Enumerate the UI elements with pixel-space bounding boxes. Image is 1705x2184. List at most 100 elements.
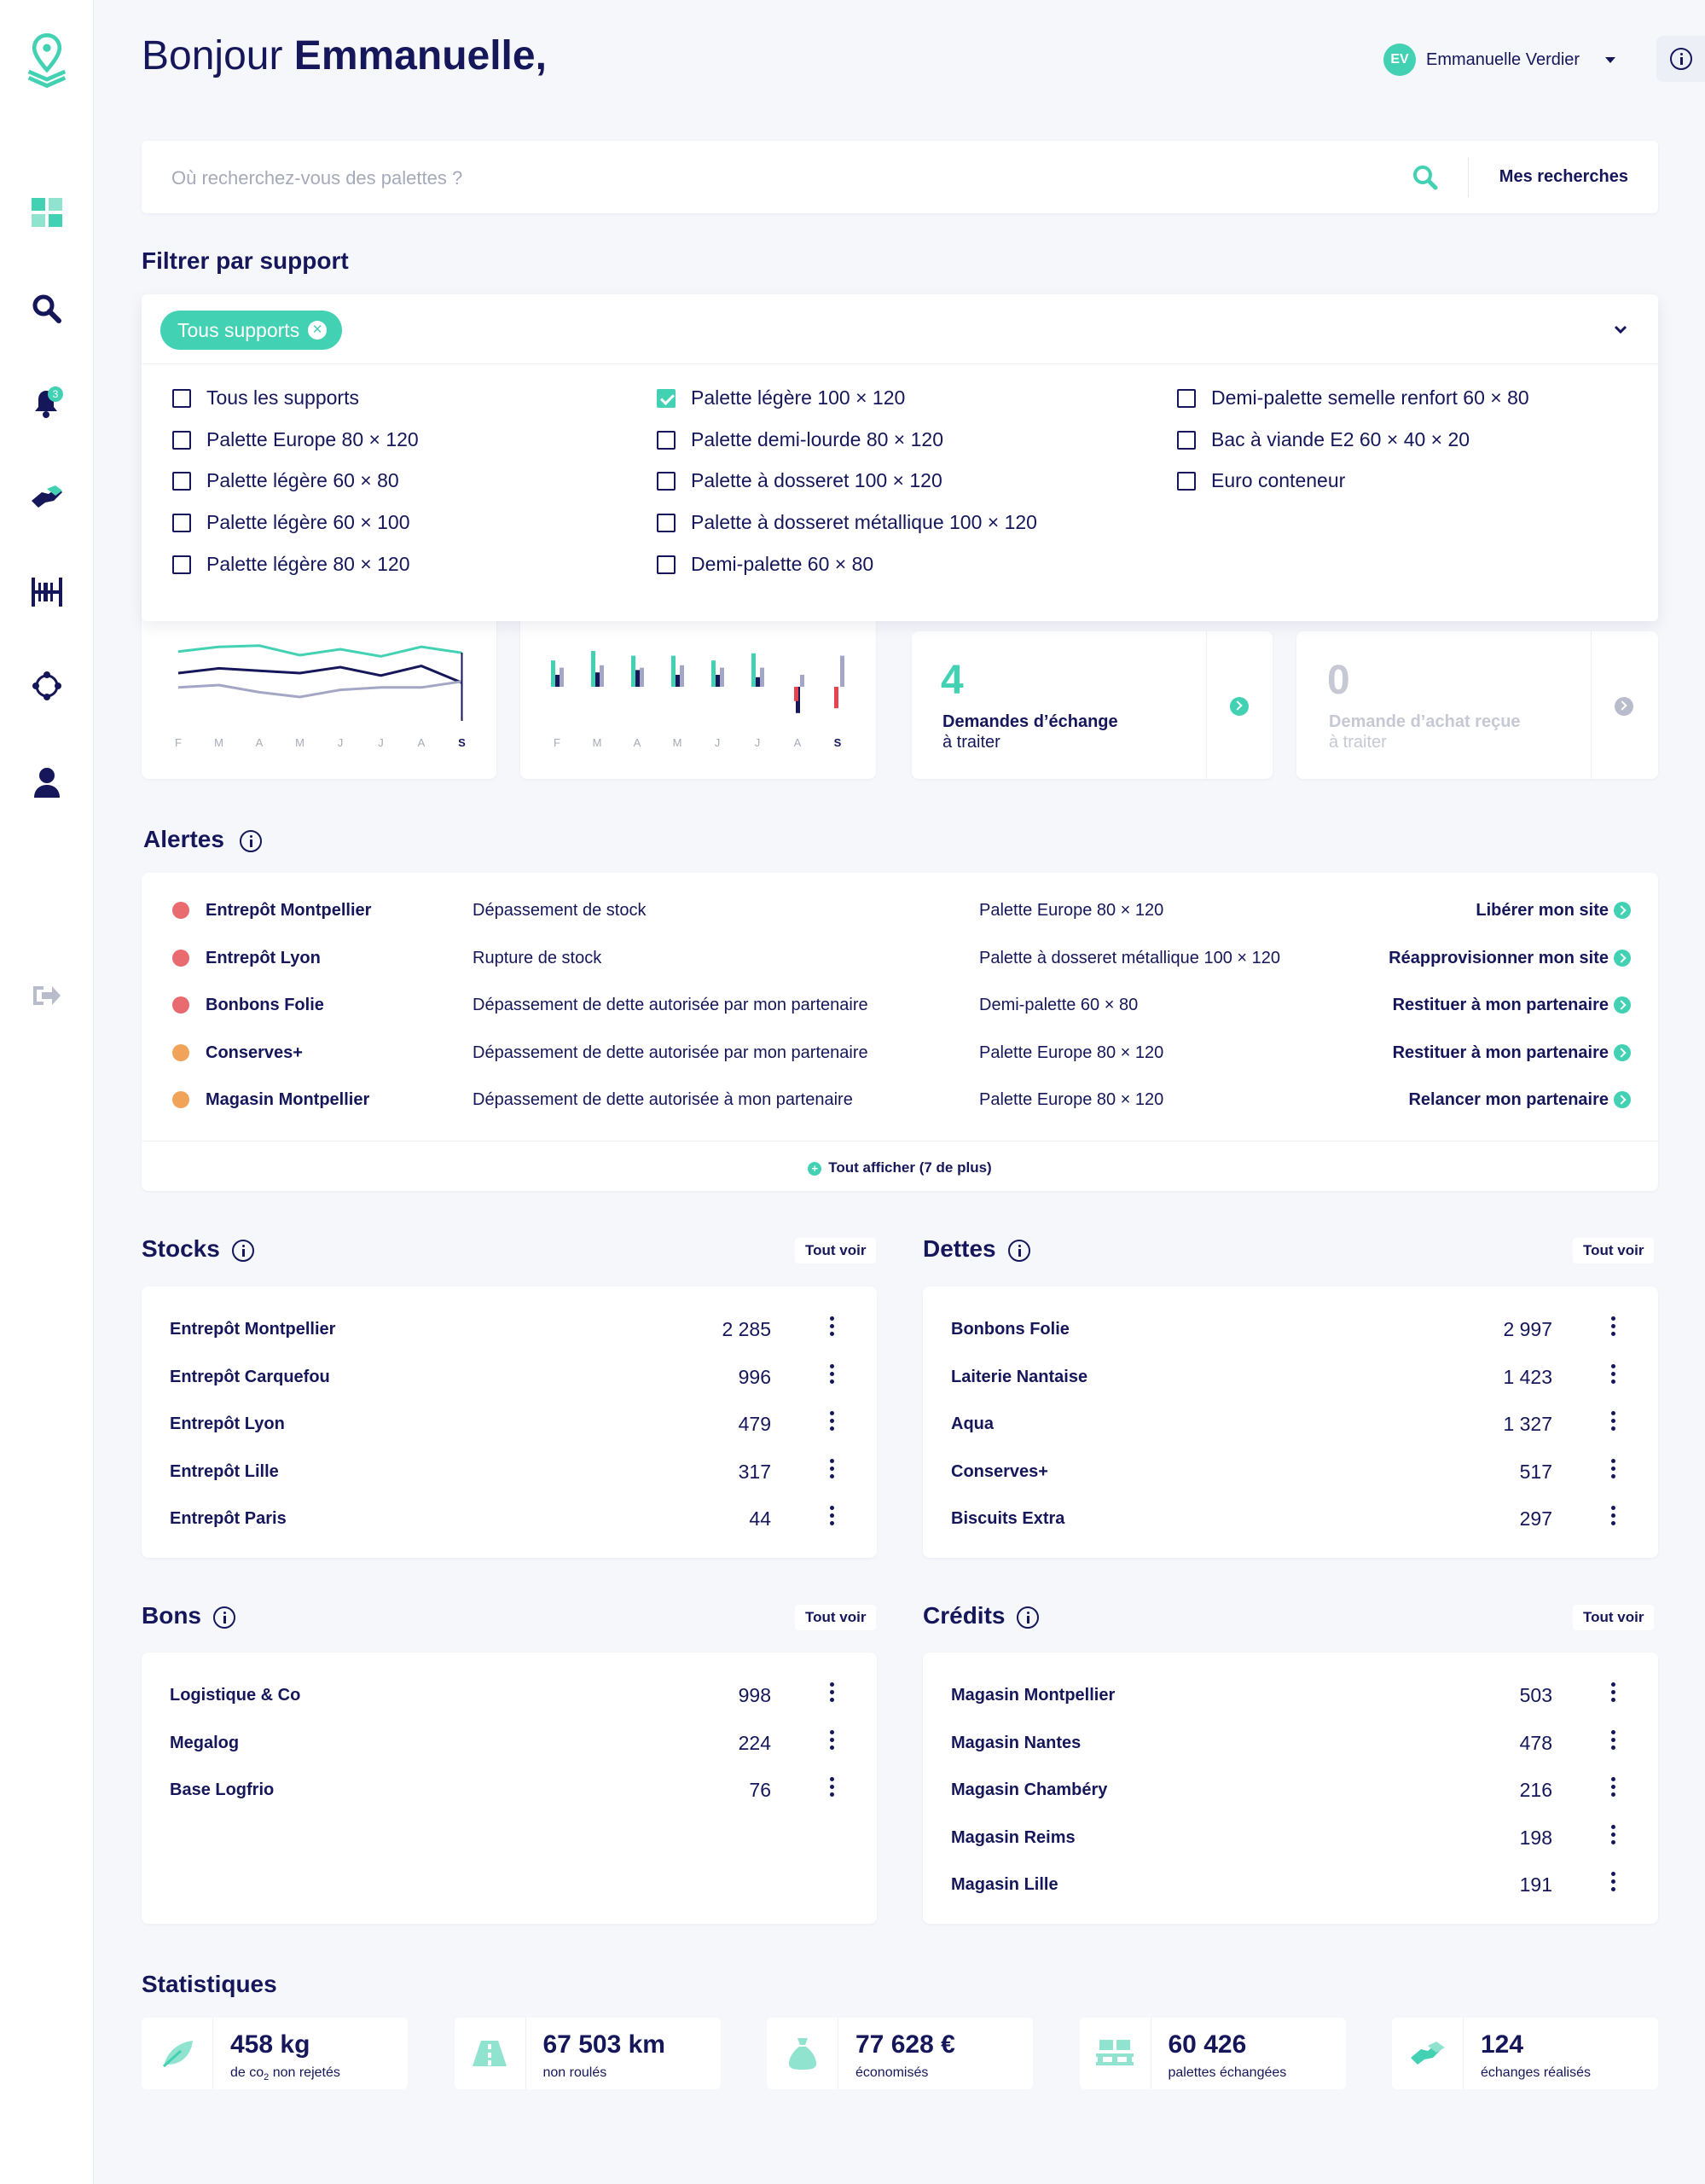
checkbox[interactable]: [657, 555, 676, 574]
more-options-icon[interactable]: [1610, 1458, 1617, 1479]
list-item[interactable]: Biscuits Extra 297: [923, 1494, 1658, 1541]
show-all-alerts-link[interactable]: + Tout afficher (7 de plus): [142, 1159, 1658, 1176]
more-options-icon[interactable]: [1610, 1872, 1617, 1892]
list-item[interactable]: Base Logfrio 76: [142, 1765, 877, 1812]
chevron-down-icon[interactable]: [1614, 325, 1627, 334]
more-options-icon[interactable]: [829, 1411, 836, 1432]
more-options-icon[interactable]: [829, 1363, 836, 1385]
checkbox[interactable]: [172, 430, 191, 450]
stocks-see-all-button[interactable]: Tout voir: [795, 1238, 877, 1263]
filter-option[interactable]: Palette légère 80 × 120: [172, 553, 410, 576]
more-options-icon[interactable]: [1610, 1824, 1617, 1845]
checkbox[interactable]: [172, 388, 191, 408]
more-options-icon[interactable]: [829, 1458, 836, 1479]
list-item[interactable]: Magasin Montpellier 503: [923, 1670, 1658, 1717]
filter-option[interactable]: Palette légère 60 × 100: [172, 511, 410, 534]
filter-option[interactable]: Palette à dosseret métallique 100 × 120: [657, 511, 1037, 534]
list-item[interactable]: Magasin Chambéry 216: [923, 1765, 1658, 1812]
filter-option[interactable]: Palette Europe 80 × 120: [172, 428, 419, 451]
more-options-icon[interactable]: [1610, 1411, 1617, 1432]
list-item[interactable]: Entrepôt Carquefou 996: [142, 1352, 877, 1399]
nav-user-profile-icon[interactable]: [26, 764, 68, 801]
info-icon[interactable]: [231, 1239, 254, 1262]
list-item[interactable]: Magasin Reims 198: [923, 1813, 1658, 1860]
checkbox[interactable]: [657, 471, 676, 491]
nav-exchange-hands-icon[interactable]: [26, 478, 68, 515]
more-options-icon[interactable]: [1610, 1777, 1617, 1798]
list-item[interactable]: Aqua 1 327: [923, 1399, 1658, 1446]
list-item[interactable]: Magasin Nantes 478: [923, 1718, 1658, 1765]
chevron-right-icon[interactable]: [1614, 1091, 1631, 1108]
more-options-icon[interactable]: [829, 1729, 836, 1751]
chevron-right-icon[interactable]: [1230, 697, 1249, 716]
alert-action-link[interactable]: Réapprovisionner mon site: [1389, 948, 1609, 967]
nav-notifications-bell-icon[interactable]: 3: [26, 384, 68, 421]
filter-option[interactable]: Demi-palette 60 × 80: [657, 553, 873, 576]
filter-option[interactable]: Palette à dosseret 100 × 120: [657, 469, 942, 492]
search-bar[interactable]: Où recherchez-vous des palettes ? Mes re…: [142, 141, 1658, 213]
info-icon[interactable]: [239, 829, 262, 852]
alert-action-link[interactable]: Libérer mon site: [1476, 901, 1609, 920]
more-options-icon[interactable]: [829, 1316, 836, 1337]
nav-search-icon[interactable]: [26, 290, 68, 328]
debts-see-all-button[interactable]: Tout voir: [1573, 1238, 1655, 1263]
alert-action-link[interactable]: Restituer à mon partenaire: [1392, 996, 1609, 1014]
exchange-requests-card[interactable]: 4 Demandes d’échange à traiter: [912, 631, 1273, 779]
list-item[interactable]: Entrepôt Lille 317: [142, 1447, 877, 1494]
list-item[interactable]: Entrepôt Montpellier 2 285: [142, 1304, 877, 1351]
chevron-right-icon[interactable]: [1614, 996, 1631, 1014]
alert-action-link[interactable]: Restituer à mon partenaire: [1392, 1043, 1609, 1062]
filter-option[interactable]: Palette légère 60 × 80: [172, 469, 399, 492]
more-options-icon[interactable]: [1610, 1363, 1617, 1385]
filter-chip[interactable]: Tous supports ✕: [160, 311, 343, 350]
chevron-right-icon[interactable]: [1614, 902, 1631, 919]
list-item[interactable]: Magasin Lille 191: [923, 1860, 1658, 1907]
list-item[interactable]: Entrepôt Lyon 479: [142, 1399, 877, 1446]
checkbox[interactable]: [172, 471, 191, 491]
list-item[interactable]: Laiterie Nantaise 1 423: [923, 1352, 1658, 1399]
list-item[interactable]: Bonbons Folie 2 997: [923, 1304, 1658, 1351]
more-options-icon[interactable]: [829, 1777, 836, 1798]
chevron-right-icon[interactable]: [1614, 949, 1631, 967]
filter-option[interactable]: Tous les supports: [172, 386, 359, 410]
checkbox[interactable]: [1177, 471, 1196, 491]
search-icon[interactable]: [1412, 165, 1438, 190]
info-icon[interactable]: [1017, 1606, 1040, 1629]
logout-icon[interactable]: [26, 977, 68, 1014]
vouchers-see-all-button[interactable]: Tout voir: [795, 1605, 877, 1630]
list-item[interactable]: Entrepôt Paris 44: [142, 1494, 877, 1541]
more-options-icon[interactable]: [829, 1682, 836, 1703]
purchase-requests-card[interactable]: 0 Demande d’achat reçue à traiter: [1296, 631, 1658, 779]
checkbox[interactable]: [657, 388, 676, 408]
filter-option[interactable]: Bac à viande E2 60 × 40 × 20: [1177, 428, 1470, 451]
saved-searches-button[interactable]: Mes recherches: [1499, 167, 1628, 186]
list-item[interactable]: Megalog 224: [142, 1718, 877, 1765]
chevron-right-icon[interactable]: [1614, 1043, 1631, 1061]
remove-chip-icon[interactable]: ✕: [308, 321, 328, 340]
filter-option[interactable]: Euro conteneur: [1177, 469, 1345, 492]
checkbox[interactable]: [172, 555, 191, 574]
info-button[interactable]: [1656, 36, 1705, 82]
nav-inventory-barcode-icon[interactable]: [26, 573, 68, 611]
alert-action-link[interactable]: Relancer mon partenaire: [1408, 1090, 1609, 1109]
nav-dashboard-icon[interactable]: [26, 194, 68, 231]
info-icon[interactable]: [213, 1606, 235, 1629]
nav-network-icon[interactable]: [26, 667, 68, 705]
checkbox[interactable]: [657, 513, 676, 532]
checkbox[interactable]: [172, 513, 191, 532]
checkbox[interactable]: [657, 430, 676, 450]
list-item[interactable]: Logistique & Co 998: [142, 1670, 877, 1717]
info-icon[interactable]: [1007, 1239, 1030, 1262]
more-options-icon[interactable]: [1610, 1316, 1617, 1337]
filter-option[interactable]: Palette légère 100 × 120: [657, 386, 905, 410]
user-menu[interactable]: EV Emmanuelle Verdier: [1383, 43, 1616, 77]
filter-option[interactable]: Demi-palette semelle renfort 60 × 80: [1177, 386, 1529, 410]
list-item[interactable]: Conserves+ 517: [923, 1447, 1658, 1494]
filter-option[interactable]: Palette demi-lourde 80 × 120: [657, 428, 943, 451]
credits-see-all-button[interactable]: Tout voir: [1573, 1605, 1655, 1630]
logo-pin-pallet-icon[interactable]: [26, 30, 68, 90]
more-options-icon[interactable]: [829, 1506, 836, 1526]
search-input[interactable]: Où recherchez-vous des palettes ?: [171, 167, 463, 189]
